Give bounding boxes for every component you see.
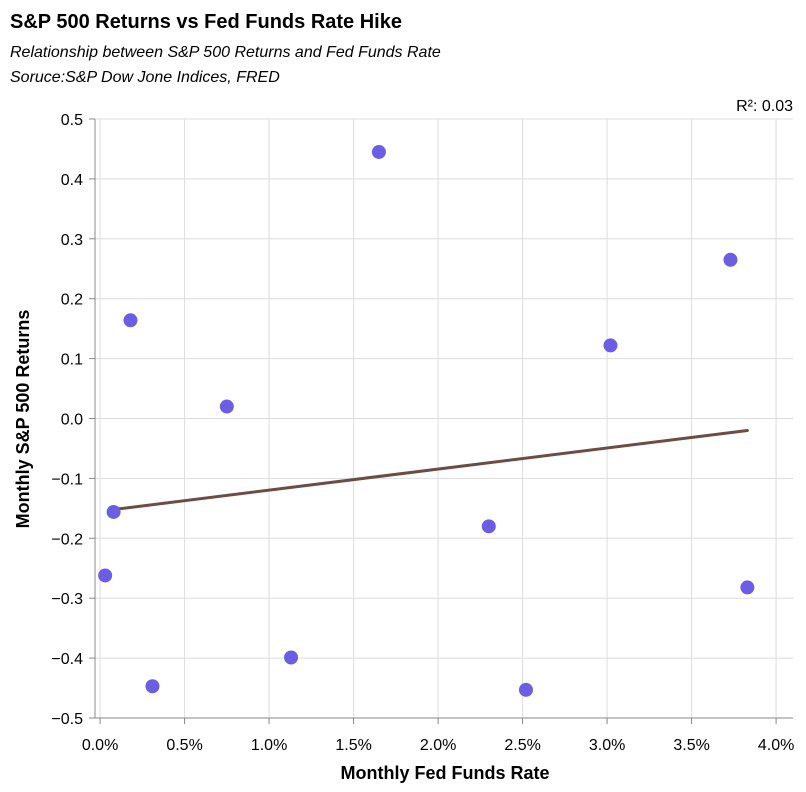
x-tick-label: 2.0%: [420, 737, 456, 754]
data-point: [98, 568, 113, 583]
y-tick-label: 0.2: [61, 292, 83, 309]
data-point: [481, 519, 496, 534]
x-tick-label: 2.5%: [504, 737, 540, 754]
grid-lines: [95, 118, 793, 719]
y-tick-label: −0.4: [51, 651, 83, 668]
data-point: [145, 679, 160, 694]
data-point: [603, 338, 618, 353]
data-point: [106, 504, 121, 519]
y-tick-label: 0.4: [61, 172, 83, 189]
chart-subtitle-line-2: Soruce:S&P Dow Jone Indices, FRED: [10, 69, 280, 86]
y-tick-label: 0.1: [61, 352, 83, 369]
trendline-layer: [112, 428, 749, 512]
y-tick-label: −0.5: [51, 711, 83, 728]
data-point: [219, 399, 234, 414]
data-point: [371, 144, 386, 159]
y-tick-label: −0.3: [51, 591, 83, 608]
chart-subtitle-line-1: Relationship between S&P 500 Returns and…: [10, 44, 441, 61]
x-tick-label: 3.5%: [673, 737, 709, 754]
data-point: [518, 682, 533, 697]
y-tick-label: 0.3: [61, 232, 83, 249]
y-axis-title: Monthly S&P 500 Returns: [13, 310, 33, 529]
y-tick-label: 0.5: [61, 112, 83, 129]
data-points: [98, 144, 755, 697]
y-tick-label: 0.0: [61, 412, 83, 429]
x-tick-label: 1.5%: [335, 737, 371, 754]
x-tick-label: 4.0%: [758, 737, 794, 754]
data-point: [723, 252, 738, 267]
x-tick-label: 1.0%: [251, 737, 287, 754]
data-point: [123, 313, 138, 328]
data-point: [740, 580, 755, 595]
trendline: [112, 428, 749, 512]
x-tick-label: 3.0%: [589, 737, 625, 754]
axes: 0.0% 0.5% 1.0% 1.5% 2.0% 2.5% 3.0% 3.5% 4.0% −0.5…: [51, 112, 794, 754]
y-tick-label: −0.2: [51, 531, 83, 548]
x-axis-title: Monthly Fed Funds Rate: [341, 763, 550, 783]
r-squared-annotation: R²: 0.03: [736, 98, 793, 115]
data-point: [284, 650, 299, 665]
y-tick-label: −0.1: [51, 471, 83, 488]
chart-title: S&P 500 Returns vs Fed Funds Rate Hike: [10, 11, 402, 33]
x-tick-label: 0.0%: [82, 737, 118, 754]
x-tick-label: 0.5%: [166, 737, 202, 754]
